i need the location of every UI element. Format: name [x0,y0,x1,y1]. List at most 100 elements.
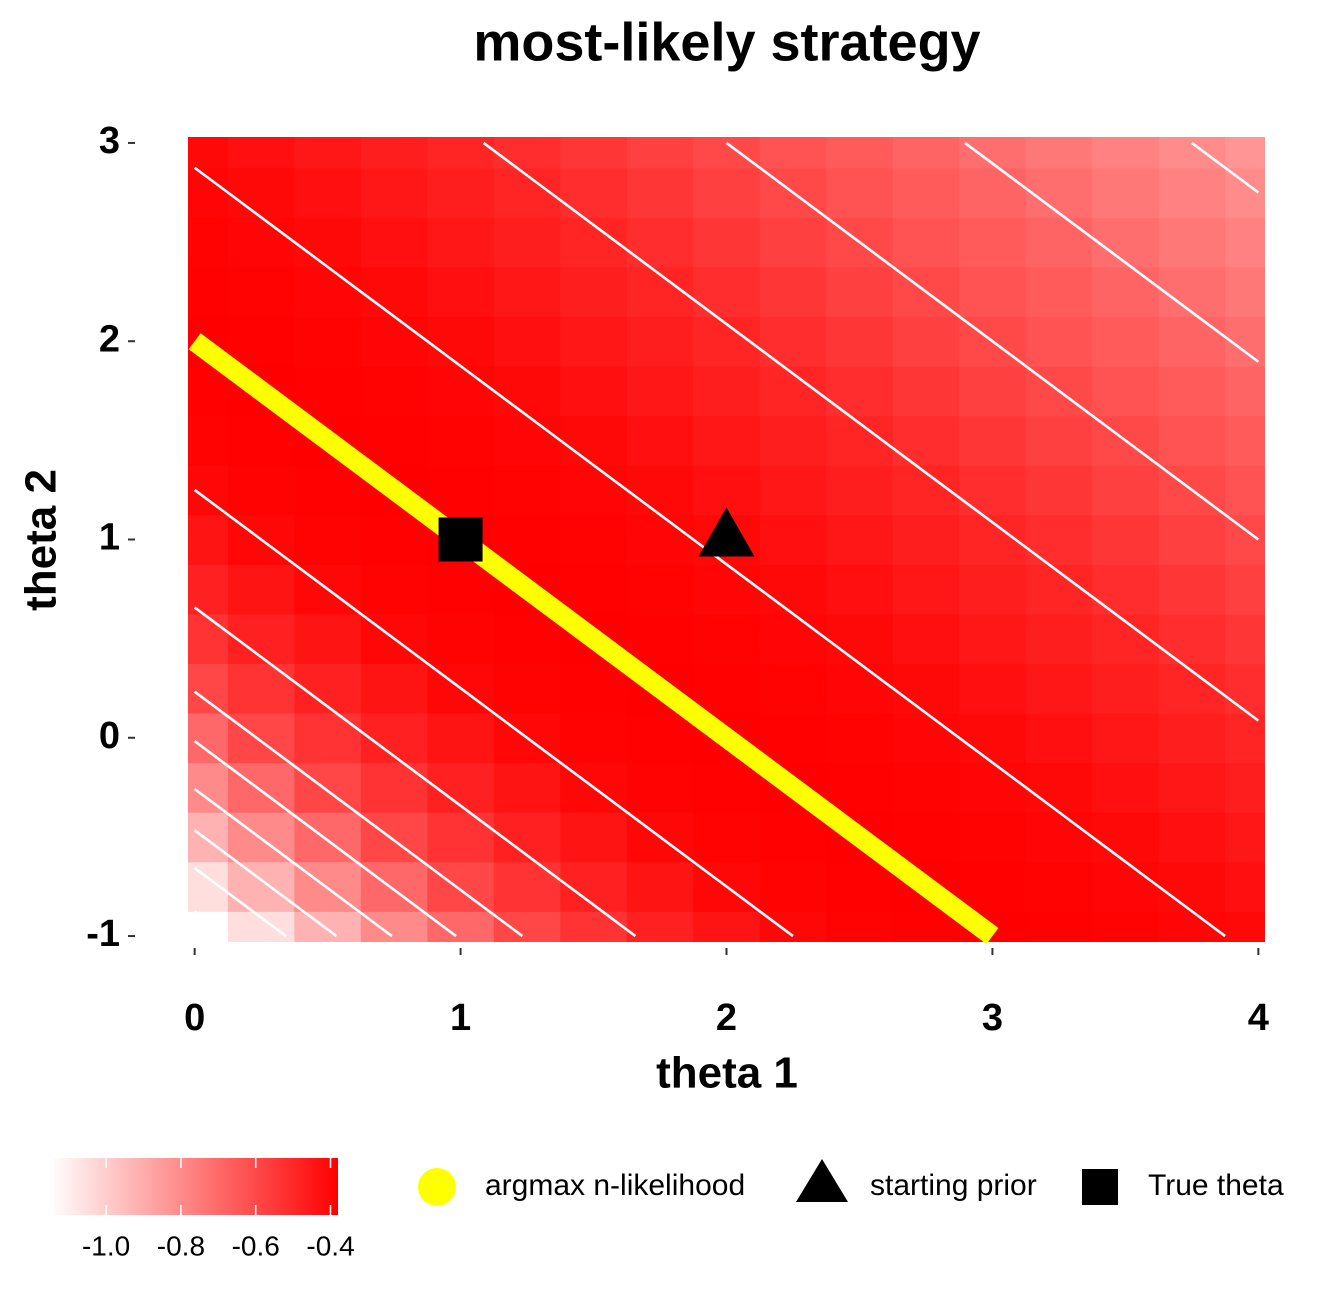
legend-label: True theta [1148,1169,1284,1202]
heat-cell [959,217,1027,268]
heat-cell [826,762,894,813]
heat-cell [626,762,694,813]
heat-cell [360,415,428,466]
heat-cell [427,217,495,268]
heat-cell [360,217,428,268]
heat-cell [227,415,295,466]
heat-cell [188,712,229,764]
heat-cell [1225,762,1265,813]
heat-cell [560,812,628,863]
heat-cell [826,613,894,665]
heat-cell [959,167,1027,218]
heat-cell [294,465,362,516]
heat-cell [1225,217,1265,268]
heat-cell [560,167,628,218]
heat-cell [1158,167,1226,218]
heat-cell [626,217,694,268]
legend-key [1082,1169,1118,1205]
heat-cell [1025,911,1093,942]
heat-cell [1158,613,1226,665]
heat-cell [826,266,894,318]
heat-cell [360,137,428,169]
heat-cell [493,415,561,466]
heat-cell [1092,564,1160,615]
heat-cell [1025,514,1093,565]
heat-cell [826,366,894,417]
heat-cell [759,911,827,942]
heat-cell [892,564,960,615]
heat-cell [626,564,694,615]
heat-cell [188,812,229,863]
heat-cell [693,366,761,417]
heat-cell [892,812,960,863]
heat-cell [826,167,894,218]
heat-cell [1225,712,1265,764]
heat-cell [626,167,694,218]
heat-cell [493,911,561,942]
heat-cell [1025,812,1093,863]
heat-cell [1092,217,1160,268]
heat-cell [493,316,561,367]
heat-cell [188,613,229,665]
heat-cell [892,217,960,268]
heat-cell [493,366,561,417]
y-tick-label: 0 [99,715,120,757]
heat-cell [1158,514,1226,565]
contours [193,141,1260,938]
heat-cell [959,266,1027,318]
heat-cell [1225,861,1265,912]
y-tick-label: 1 [99,517,120,559]
heat-cell [826,911,894,942]
heat-cell [759,613,827,665]
heat-cell [294,366,362,417]
heat-cell [626,613,694,665]
contour-line [193,141,1260,938]
heat-cell [892,663,960,714]
heat-cell [427,366,495,417]
heat-cell [1158,316,1226,367]
heat-cell [294,911,362,942]
heat-cell [1025,663,1093,714]
heat-cell [1025,465,1093,516]
heat-cell [560,266,628,318]
heat-cell [759,137,827,169]
heat-cell [427,564,495,615]
colorbar-label: -0.4 [306,1230,354,1261]
heat-cell [1158,861,1226,912]
heat-cell [227,564,295,615]
heat-cell [294,167,362,218]
heat-cell [892,167,960,218]
heat-cell [1158,137,1226,169]
heat-cell [188,762,229,813]
heat-cell [1225,316,1265,367]
heat-cell [227,167,295,218]
legend: -1.0 -0.8 -0.6 -0.4 argmax n-likelihood start… [50,1158,1284,1261]
heat-cell [959,663,1027,714]
heat-cell [892,911,960,942]
heat-cell [1158,812,1226,863]
heat-cell [560,911,628,942]
heat-cell [1225,911,1265,942]
heat-cell [493,762,561,813]
contour-line [193,141,1260,938]
heat-cell [360,316,428,367]
heat-cell [427,167,495,218]
heat-cell [826,564,894,615]
heat-cell [227,266,295,318]
heat-cell [892,415,960,466]
heat-cell [626,316,694,367]
heat-cell [892,316,960,367]
heat-cell [427,415,495,466]
heat-cell [1225,564,1265,615]
colorbar [50,1158,338,1215]
heat-cell [188,137,229,169]
contour-line [193,141,1260,938]
heat-cell [759,217,827,268]
heat-cell [227,465,295,516]
heat-cell [360,762,428,813]
heat-cell [826,316,894,367]
heat-cell [560,663,628,714]
heat-cell [626,465,694,516]
heat-cell [360,663,428,714]
heat-cell [1158,266,1226,318]
